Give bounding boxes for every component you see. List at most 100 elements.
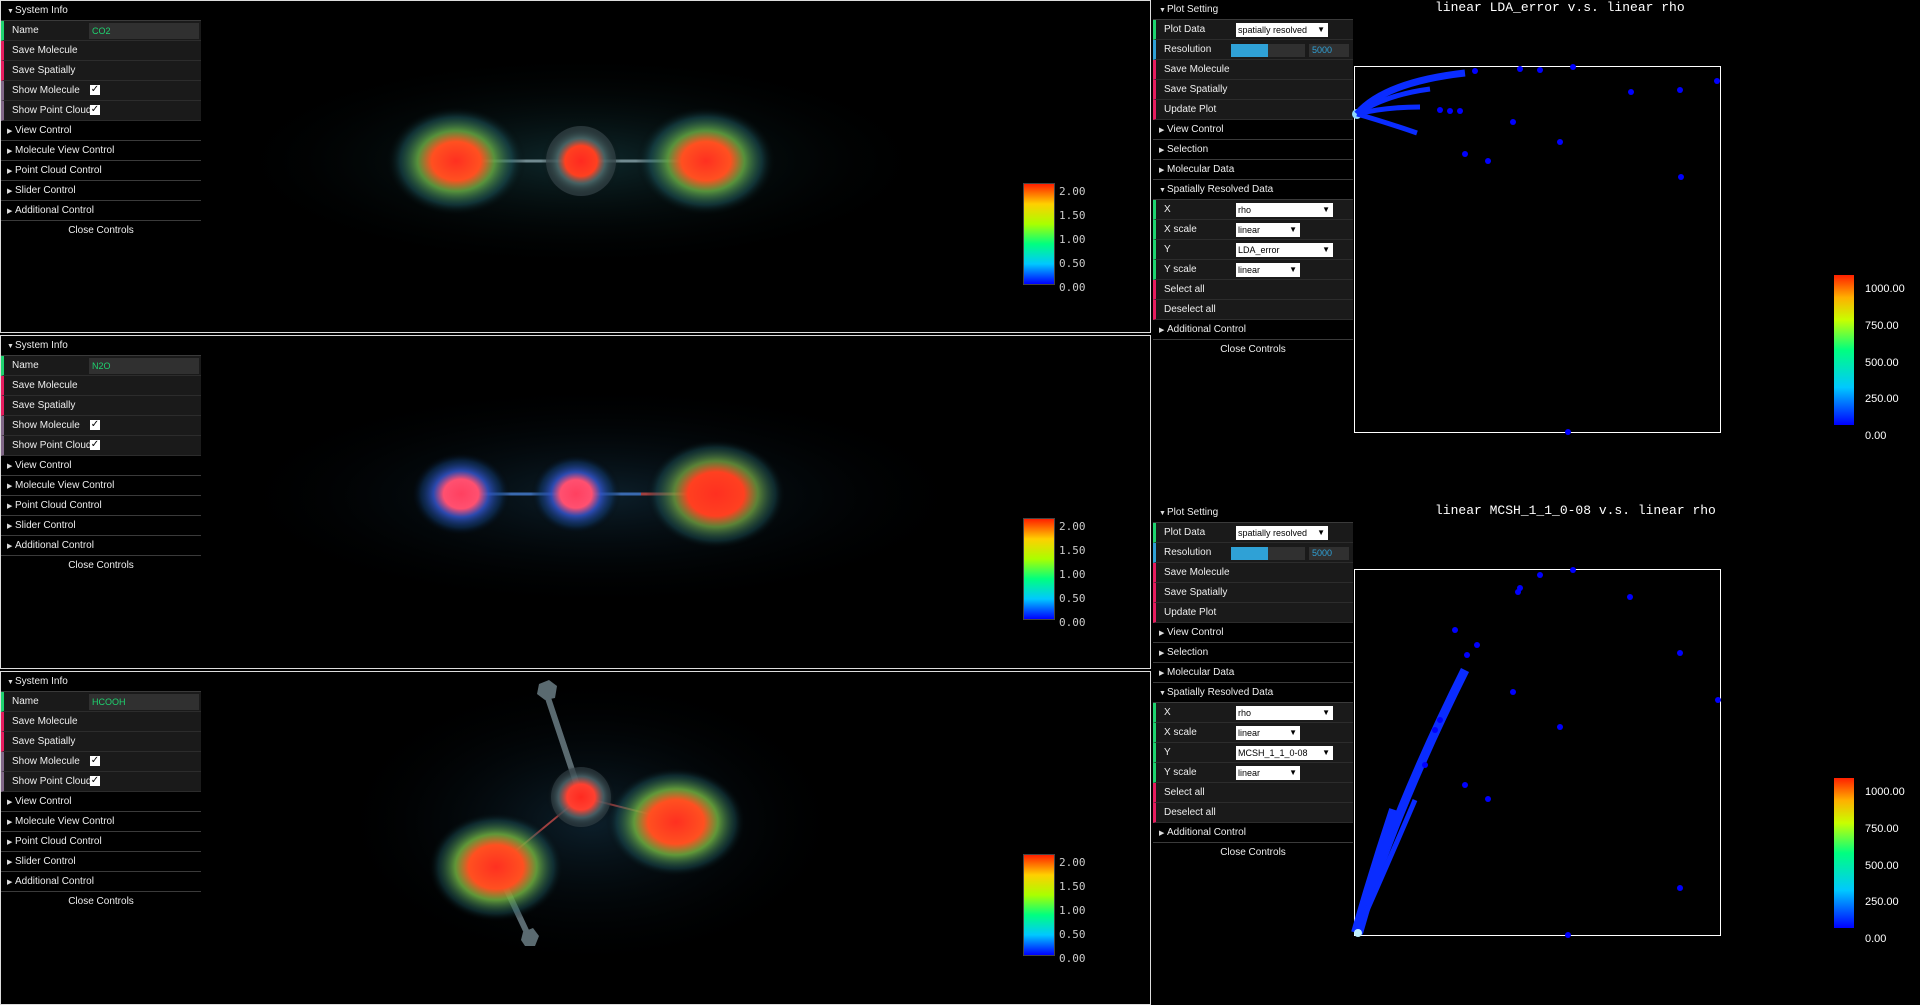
slider-control-folder[interactable]: ▶ Slider Control (1, 181, 201, 201)
update-plot-button[interactable]: Update Plot (1153, 100, 1353, 120)
additional-control-folder[interactable]: ▶ Additional Control (1, 201, 201, 221)
x-scale-select[interactable]: linear ▼ (1236, 726, 1300, 740)
x-scale-row: X scale linear ▼ (1153, 723, 1353, 743)
molecule-scene[interactable] (1, 672, 1150, 1004)
plot-panel-mcsh[interactable]: ▼Plot Setting Plot Data spatially resolve… (1151, 503, 1920, 1005)
molecule-view-control-folder[interactable]: ▶ Molecule View Control (1, 812, 201, 832)
chevron-right-icon: ▶ (7, 148, 13, 155)
show-molecule-checkbox[interactable]: ✓ (90, 755, 100, 766)
point-cloud-control-folder[interactable]: ▶ Point Cloud Control (1, 161, 201, 181)
show-point-cloud-checkbox[interactable]: ✓ (90, 439, 100, 450)
molecule-view-control-folder[interactable]: ▶ Molecule View Control (1, 141, 201, 161)
colorbar-tick: 250.00 (1865, 393, 1899, 405)
select-all-button[interactable]: Select all (1153, 280, 1353, 300)
additional-control-folder[interactable]: ▶ Additional Control (1153, 320, 1353, 340)
molecule-scene[interactable] (1, 1, 1150, 332)
x-select[interactable]: rho ▼ (1236, 706, 1333, 720)
view-control-folder[interactable]: ▶ View Control (1, 121, 201, 141)
save-molecule-button[interactable]: Save Molecule (1153, 563, 1353, 583)
molecule-viewer-hcooh[interactable]: ▼System Info Name HCOOH Save Molecule Sav… (0, 671, 1151, 1005)
y-scale-row: Y scale linear ▼ (1153, 763, 1353, 783)
plot-setting-folder[interactable]: ▼Plot Setting (1153, 503, 1353, 523)
additional-control-folder[interactable]: ▶ Additional Control (1153, 823, 1353, 843)
atom-carbon (546, 765, 616, 829)
plot-data-select[interactable]: spatially resolved ▼ (1236, 526, 1328, 540)
molecular-data-folder[interactable]: ▶ Molecular Data (1153, 663, 1353, 683)
save-spatially-button[interactable]: Save Spatially (1153, 80, 1353, 100)
plot-data-select[interactable]: spatially resolved ▼ (1236, 23, 1328, 37)
plot-setting-folder[interactable]: ▼Plot Setting (1153, 0, 1353, 20)
y-select[interactable]: MCSH_1_1_0-08 ▼ (1236, 746, 1333, 760)
resolution-input[interactable]: 5000 (1309, 547, 1349, 560)
slider-control-folder[interactable]: ▶ Slider Control (1, 852, 201, 872)
save-molecule-button[interactable]: Save Molecule (1153, 60, 1353, 80)
resolution-slider[interactable] (1231, 44, 1305, 57)
close-controls-button[interactable]: Close Controls (1153, 843, 1353, 863)
selection-folder[interactable]: ▶ Selection (1153, 643, 1353, 663)
atom-hydrogen-top (537, 680, 557, 700)
y-scale-select[interactable]: linear ▼ (1236, 263, 1300, 277)
system-info-folder[interactable]: ▼System Info (1, 336, 201, 356)
system-info-folder[interactable]: ▼System Info (1, 1, 201, 21)
additional-control-folder[interactable]: ▶ Additional Control (1, 872, 201, 892)
scatter-plot-frame[interactable] (1352, 64, 1721, 435)
molecule-viewer-n2o[interactable]: ▼System Info Name N2O Save Molecule Save … (0, 335, 1151, 669)
save-molecule-button[interactable]: Save Molecule (1, 376, 201, 396)
show-molecule-checkbox[interactable]: ✓ (90, 419, 100, 430)
view-control-folder[interactable]: ▶ View Control (1, 792, 201, 812)
selection-folder[interactable]: ▶ Selection (1153, 140, 1353, 160)
additional-control-folder[interactable]: ▶ Additional Control (1, 536, 201, 556)
select-all-button[interactable]: Select all (1153, 783, 1353, 803)
resolution-input[interactable]: 5000 (1309, 44, 1349, 57)
molecule-view-control-folder[interactable]: ▶ Molecule View Control (1, 476, 201, 496)
molecular-data-folder[interactable]: ▶ Molecular Data (1153, 160, 1353, 180)
colorbar-tick: 0.50 (1059, 257, 1086, 270)
point-cloud-control-folder[interactable]: ▶ Point Cloud Control (1, 832, 201, 852)
atom-carbon (541, 123, 621, 199)
save-molecule-button[interactable]: Save Molecule (1, 41, 201, 61)
deselect-all-button[interactable]: Deselect all (1153, 300, 1353, 320)
resolution-slider[interactable] (1231, 547, 1305, 560)
save-spatially-button[interactable]: Save Spatially (1, 732, 201, 752)
name-input[interactable]: N2O (89, 358, 199, 374)
system-info-folder[interactable]: ▼System Info (1, 672, 201, 692)
spatially-resolved-data-folder[interactable]: ▼Spatially Resolved Data (1153, 683, 1353, 703)
point-cloud-control-folder[interactable]: ▶ Point Cloud Control (1, 496, 201, 516)
dropdown-arrow-icon: ▼ (1322, 708, 1330, 717)
update-plot-button[interactable]: Update Plot (1153, 603, 1353, 623)
y-select[interactable]: LDA_error ▼ (1236, 243, 1333, 257)
name-input[interactable]: HCOOH (89, 694, 199, 710)
save-molecule-button[interactable]: Save Molecule (1, 712, 201, 732)
name-input[interactable]: CO2 (89, 23, 199, 39)
show-molecule-checkbox[interactable]: ✓ (90, 84, 100, 95)
plot-panel-lda-error[interactable]: ▼Plot Setting Plot Data spatially resolve… (1151, 0, 1920, 502)
slider-control-folder[interactable]: ▶ Slider Control (1, 516, 201, 536)
chevron-right-icon: ▶ (7, 483, 13, 490)
colorbar-tick: 0.00 (1059, 281, 1086, 294)
close-controls-button[interactable]: Close Controls (1, 221, 201, 241)
view-control-folder[interactable]: ▶ View Control (1153, 120, 1353, 140)
save-spatially-button[interactable]: Save Spatially (1, 61, 201, 81)
spatially-resolved-data-folder[interactable]: ▼Spatially Resolved Data (1153, 180, 1353, 200)
colorbar-tick: 1000.00 (1865, 786, 1905, 798)
x-scale-select[interactable]: linear ▼ (1236, 223, 1300, 237)
view-control-folder[interactable]: ▶ View Control (1, 456, 201, 476)
save-spatially-button[interactable]: Save Spatially (1153, 583, 1353, 603)
colorbar-tick: 0.50 (1059, 592, 1086, 605)
scatter-plot-frame[interactable] (1351, 567, 1721, 938)
y-scale-select[interactable]: linear ▼ (1236, 766, 1300, 780)
density-colorbar (1023, 854, 1055, 956)
view-control-folder[interactable]: ▶ View Control (1153, 623, 1353, 643)
deselect-all-button[interactable]: Deselect all (1153, 803, 1353, 823)
colorbar-tick: 0.00 (1059, 952, 1086, 965)
show-point-cloud-checkbox[interactable]: ✓ (90, 775, 100, 786)
molecule-scene[interactable] (1, 336, 1150, 668)
molecule-viewer-co2[interactable]: ▼System Info Name CO2 Save Molecule Save … (0, 0, 1151, 333)
show-point-cloud-checkbox[interactable]: ✓ (90, 104, 100, 115)
save-spatially-button[interactable]: Save Spatially (1, 396, 201, 416)
close-controls-button[interactable]: Close Controls (1153, 340, 1353, 360)
close-controls-button[interactable]: Close Controls (1, 556, 201, 576)
x-select[interactable]: rho ▼ (1236, 203, 1333, 217)
close-controls-button[interactable]: Close Controls (1, 892, 201, 912)
